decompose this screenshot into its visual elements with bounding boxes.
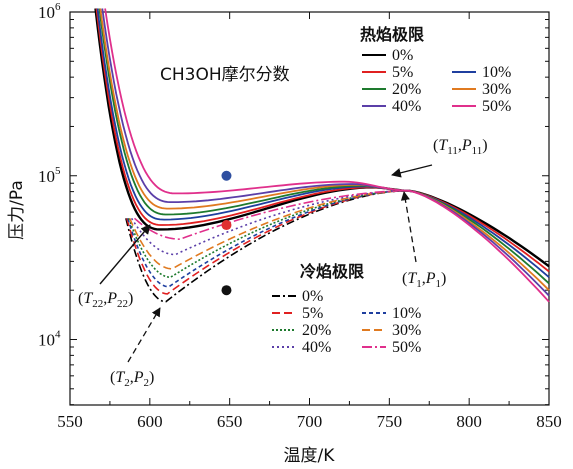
marker-dot	[221, 170, 232, 181]
arrow-T22P22	[99, 224, 151, 285]
annotation-part: 1	[436, 278, 442, 290]
arrow-T2P2	[127, 307, 161, 363]
mole-fraction-label: CH3OH摩尔分数	[160, 65, 290, 85]
annotation-part: P	[133, 369, 144, 386]
annotation-part: )	[128, 290, 133, 307]
annotation-2: (T1,P1)	[402, 270, 446, 290]
x-tick-label: 600	[137, 412, 163, 431]
annotation-part: P	[461, 137, 472, 154]
annotation-part: 11	[472, 145, 483, 157]
annotation-part: (	[110, 369, 115, 386]
hot-curve-10%	[96, 8, 550, 278]
hot-legend-label-1: 5%	[392, 64, 413, 81]
hot-curve-50%	[104, 8, 550, 303]
hot-curve-30%	[99, 8, 550, 291]
annotation-1: (T22,P22)	[78, 290, 133, 310]
cold-curve-5%	[126, 189, 406, 295]
annotation-part: 1	[416, 278, 422, 290]
annotation-part: ,	[422, 270, 426, 287]
annotation-part: T	[407, 270, 417, 287]
y-tick-base: 10	[38, 3, 55, 22]
annotation-part: (	[433, 137, 438, 154]
hot-curve-40%	[101, 8, 550, 297]
cold-limit-title: 冷焰极限	[300, 262, 365, 281]
annotation-part: T	[438, 137, 448, 154]
annotation-part: ,	[458, 137, 462, 154]
hot-legend-label-5: 40%	[392, 98, 421, 115]
hot-legend: 0%5% 10% 20% 30% 40% 50%	[362, 47, 511, 115]
hot-legend-label-4: 30%	[482, 81, 511, 98]
x-tick-label: 550	[57, 412, 83, 431]
cold-curve-30%	[128, 189, 406, 270]
annotation-part: T	[115, 369, 125, 386]
cold-curve-50%	[133, 189, 406, 241]
hot-curve-0%	[94, 8, 550, 268]
arrow-T1P1	[400, 191, 417, 263]
cold-legend-label-5: 40%	[302, 339, 331, 356]
annotation-part: 2	[144, 377, 150, 389]
hot-limit-title: 热焰极限	[360, 25, 425, 44]
cold-curve-0%	[125, 189, 406, 303]
annotation-part: )	[441, 270, 446, 287]
annotation-part: 22	[117, 298, 128, 310]
annotation-part: 11	[447, 145, 458, 157]
y-tick-label: 106	[38, 1, 61, 22]
annotation-part: P	[425, 270, 436, 287]
cold-legend-label-1: 5%	[302, 305, 323, 322]
annotation-part: (	[78, 290, 83, 307]
annotation-3: (T2,P2)	[110, 369, 154, 389]
x-tick-label: 650	[217, 412, 243, 431]
hot-curve-20%	[98, 8, 550, 285]
y-tick-exp: 5	[55, 165, 61, 177]
markers	[221, 170, 232, 296]
hot-curve-5%	[95, 8, 550, 273]
cold-legend-label-6: 50%	[392, 339, 421, 356]
hot-legend-label-3: 20%	[392, 81, 421, 98]
annotation-part: T	[83, 290, 93, 307]
annotation-part: )	[149, 369, 154, 386]
annotation-part: P	[106, 290, 117, 307]
cold-curve-10%	[127, 189, 406, 288]
annotations: (T11,P11)(T22,P22)(T1,P1)(T2,P2)	[78, 137, 488, 389]
annotation-part: 2	[124, 377, 130, 389]
annotation-part: 22	[92, 298, 103, 310]
annotation-part: ,	[130, 369, 134, 386]
y-tick-label: 104	[38, 329, 61, 350]
cold-legend: 0%5% 10% 20% 30% 40% 50%	[272, 288, 421, 356]
x-tick-label: 700	[297, 412, 323, 431]
annotation-0: (T11,P11)	[433, 137, 488, 157]
marker-dot	[221, 285, 232, 296]
y-tick-exp: 6	[55, 1, 61, 13]
cold-curve-40%	[130, 189, 406, 256]
annotation-part: )	[482, 137, 487, 154]
marker-dot	[221, 220, 232, 231]
y-tick-base: 10	[38, 167, 55, 186]
cold-legend-label-2: 10%	[392, 305, 421, 322]
y-axis-title: 压力/Pa	[7, 180, 27, 240]
hot-legend-label-6: 50%	[482, 98, 511, 115]
curves	[94, 8, 550, 303]
x-tick-label: 850	[536, 412, 562, 431]
cold-legend-label-4: 30%	[392, 322, 421, 339]
y-tick-base: 10	[38, 331, 55, 350]
cold-legend-label-3: 20%	[302, 322, 331, 339]
arrow-T11P11	[391, 164, 433, 178]
y-tick-exp: 4	[55, 329, 61, 341]
annotation-part: (	[402, 270, 407, 287]
cold-legend-label-0: 0%	[302, 288, 323, 305]
y-tick-label: 105	[38, 165, 61, 186]
hot-legend-label-0: 0%	[392, 47, 413, 64]
hot-legend-label-2: 10%	[482, 64, 511, 81]
x-axis-title: 温度/K	[284, 446, 336, 466]
annotation-part: ,	[103, 290, 107, 307]
x-tick-label: 750	[377, 412, 403, 431]
x-tick-label: 800	[456, 412, 482, 431]
cold-curve-20%	[128, 189, 406, 279]
